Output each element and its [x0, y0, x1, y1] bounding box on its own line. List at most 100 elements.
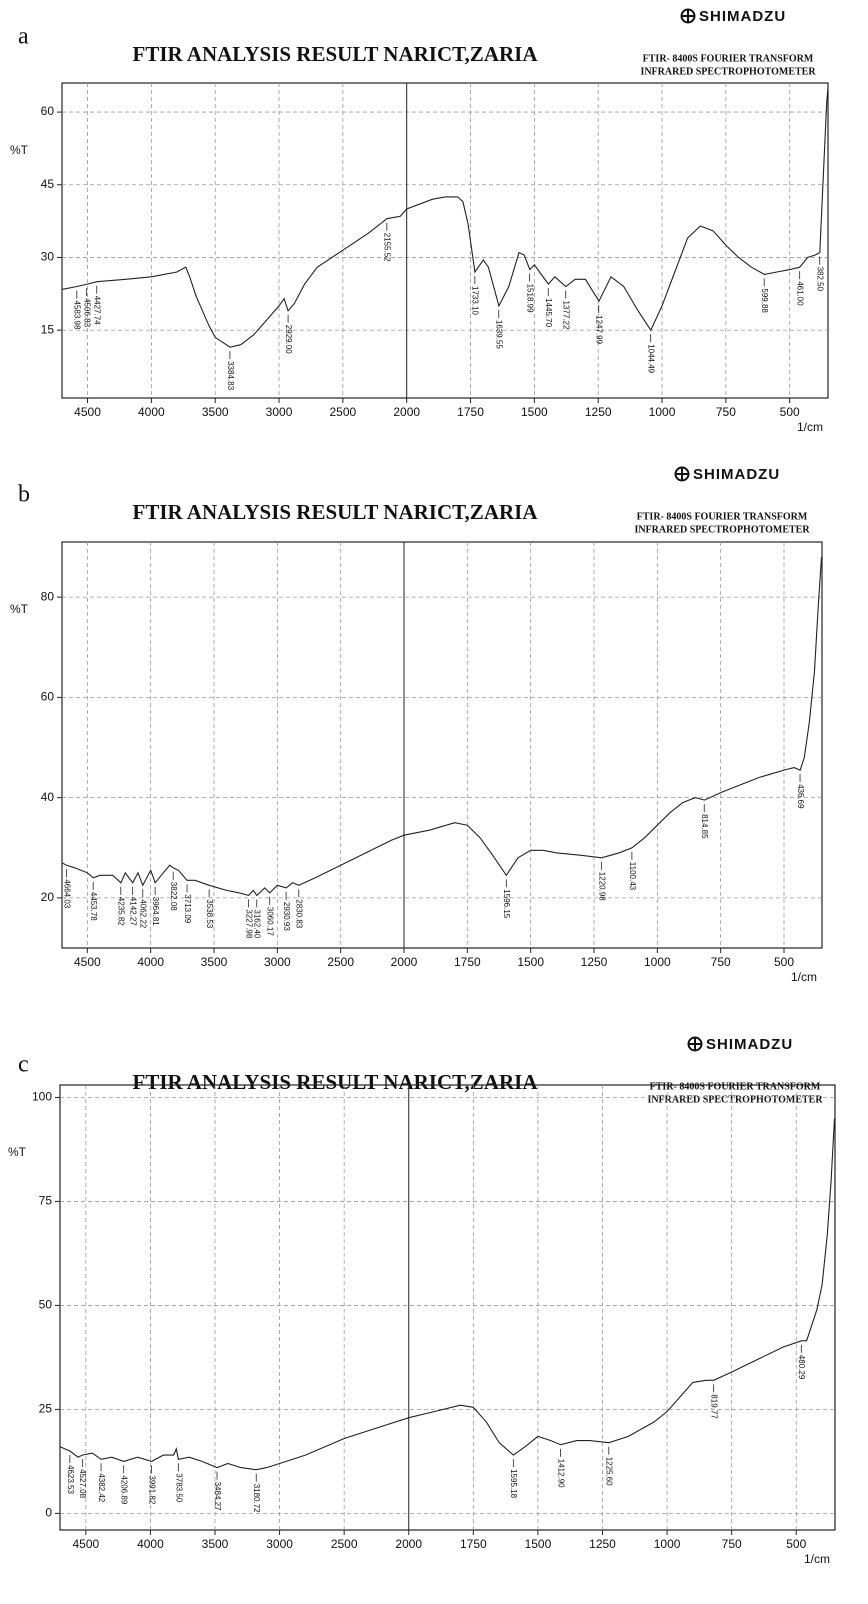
x-tick-label: 4500: [72, 1537, 99, 1551]
peak-label: 3180.72: [252, 1484, 261, 1513]
peak-label: 4427.74: [93, 296, 102, 325]
peak-label: 1445.70: [544, 298, 553, 327]
brand: SHIMADZU: [706, 1036, 793, 1053]
instrument-text: FTIR- 8400S FOURIER TRANSFORM: [637, 511, 808, 522]
y-tick-label: 50: [39, 1298, 53, 1312]
spectrum-line: [61, 556, 823, 897]
x-tick-label: 2000: [393, 405, 420, 419]
x-tick-label: 1500: [517, 955, 544, 969]
x-tick-label: 3500: [202, 1537, 229, 1551]
instrument-text: INFRARED SPECTROPHOTOMETER: [647, 1094, 823, 1105]
x-tick-label: 500: [786, 1537, 806, 1551]
peak-label: 3713.09: [183, 894, 192, 923]
y-tick-label: 15: [41, 322, 55, 336]
y-axis-label: %T: [8, 1145, 27, 1159]
peak-label: 3162.40: [253, 909, 262, 938]
x-tick-label: 3000: [266, 405, 293, 419]
chart-title: FTIR ANALYSIS RESULT NARICT,ZARIA: [133, 42, 539, 66]
peak-label: 1518.99: [525, 284, 534, 313]
x-tick-label: 1500: [521, 405, 548, 419]
x-tick-label: 3500: [202, 405, 229, 419]
y-tick-label: 20: [41, 890, 55, 904]
x-tick-label: 2000: [395, 1537, 422, 1551]
y-axis-label: %T: [10, 602, 29, 616]
peak-label: 2930.93: [282, 902, 291, 931]
peak-label: 436.69: [796, 784, 805, 809]
peak-label: 3991.82: [147, 1475, 156, 1504]
x-tick-label: 1000: [649, 405, 676, 419]
chart-title: FTIR ANALYSIS RESULT NARICT,ZARIA: [133, 500, 539, 524]
peak-label: 3538.53: [205, 899, 214, 928]
brand-icon: [676, 468, 688, 480]
x-tick-label: 4000: [137, 955, 164, 969]
peak-label: 4382.42: [97, 1473, 106, 1502]
x-tick-label: 2000: [391, 955, 418, 969]
peak-label: 480.29: [797, 1355, 806, 1380]
x-tick-label: 500: [780, 405, 800, 419]
peak-label: 1595.18: [509, 1469, 518, 1498]
peak-label: 599.88: [760, 288, 769, 313]
y-tick-label: 45: [41, 177, 55, 191]
peak-label: 4206.89: [120, 1475, 129, 1504]
spectrum-line: [61, 87, 829, 348]
x-tick-label: 4000: [137, 1537, 164, 1551]
x-tick-label: 2500: [331, 1537, 358, 1551]
peak-label: 1377.22: [562, 301, 571, 330]
peak-label: 3060.17: [266, 907, 275, 936]
brand-icon: [674, 466, 690, 482]
peak-label: 4623.53: [66, 1465, 75, 1494]
peak-label: 461.00: [796, 281, 805, 306]
peak-label: 2155.52: [383, 233, 392, 262]
x-axis-label: 1/cm: [797, 420, 823, 434]
peak-label: 814.85: [700, 814, 709, 839]
x-tick-label: 1750: [460, 1537, 487, 1551]
y-tick-label: 100: [32, 1090, 52, 1104]
plot-frame: [61, 82, 829, 399]
peak-label: 1733.10: [471, 286, 480, 315]
panel-label: a: [18, 24, 29, 50]
instrument-text: FTIR- 8400S FOURIER TRANSFORM: [650, 1081, 821, 1092]
spectrum-line: [59, 1118, 836, 1471]
peak-label: 4506.83: [83, 298, 92, 327]
x-tick-label: 1250: [589, 1537, 616, 1551]
peak-label: 4453.78: [89, 892, 98, 921]
peak-label: 4235.82: [117, 897, 126, 926]
y-tick-label: 60: [41, 690, 55, 704]
peak-label: 1247.99: [595, 315, 604, 344]
x-tick-label: 3500: [201, 955, 228, 969]
y-tick-label: 25: [39, 1402, 53, 1416]
brand-icon: [682, 10, 694, 22]
brand: SHIMADZU: [699, 8, 786, 25]
brand-icon: [689, 1038, 701, 1050]
peak-label: 1639.55: [495, 320, 504, 349]
peak-label: 1100.43: [628, 862, 637, 891]
peak-label: 4583.98: [73, 301, 82, 330]
peak-label: 3964.81: [151, 897, 160, 926]
x-axis-label: 1/cm: [804, 1552, 830, 1566]
panel-label: c: [18, 1052, 29, 1078]
peak-label: 1044.49: [647, 344, 656, 373]
peak-label: 3783.50: [174, 1473, 183, 1502]
instrument-text: FTIR- 8400S FOURIER TRANSFORM: [643, 53, 814, 64]
peak-label: 819.77: [709, 1394, 718, 1419]
x-tick-label: 1250: [585, 405, 612, 419]
y-tick-label: 40: [41, 790, 55, 804]
x-tick-label: 3000: [264, 955, 291, 969]
brand-icon: [687, 1036, 703, 1052]
x-axis-label: 1/cm: [791, 970, 817, 984]
chart-title: FTIR ANALYSIS RESULT NARICT,ZARIA: [133, 1070, 539, 1094]
y-tick-label: 75: [39, 1194, 53, 1208]
x-tick-label: 1000: [654, 1537, 681, 1551]
x-tick-label: 1750: [457, 405, 484, 419]
x-tick-label: 1750: [454, 955, 481, 969]
y-tick-label: 80: [41, 589, 55, 603]
x-tick-label: 4500: [74, 955, 101, 969]
x-tick-label: 2500: [330, 405, 357, 419]
x-tick-label: 750: [722, 1537, 742, 1551]
peak-label: 3227.98: [244, 909, 253, 938]
plot-frame: [59, 1084, 836, 1531]
peak-label: 1225.60: [605, 1457, 614, 1486]
x-tick-label: 2500: [327, 955, 354, 969]
y-tick-label: 60: [41, 104, 55, 118]
